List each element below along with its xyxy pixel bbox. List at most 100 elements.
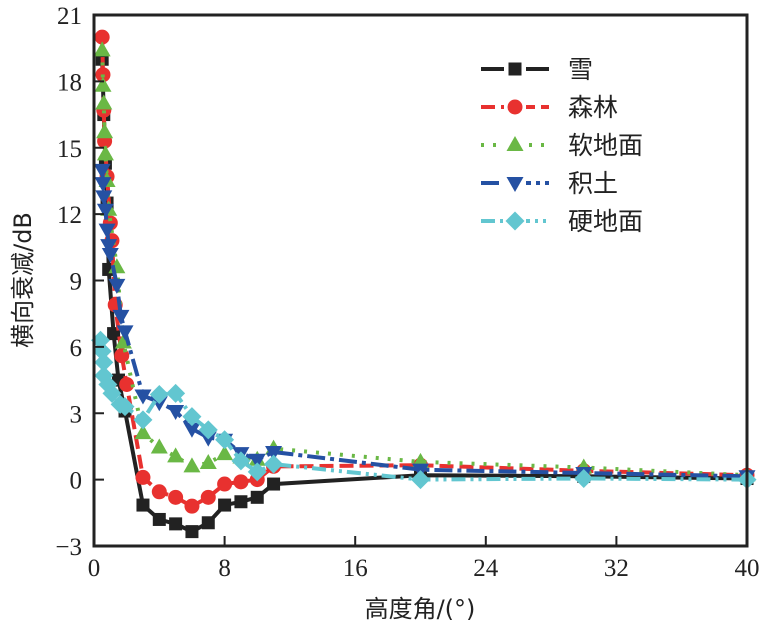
legend-marker [508,62,522,76]
series-4 [91,330,757,490]
data-point [94,177,112,193]
data-point [264,454,284,474]
legend-label: 软地面 [568,131,643,160]
data-point [149,384,169,404]
data-point [169,517,183,531]
legend-item: 软地面 [481,131,643,160]
data-point [136,498,150,512]
x-tick-label: 8 [218,555,231,582]
data-point [101,247,119,263]
legend-item: 森林 [481,93,618,122]
legend-marker [505,211,525,231]
data-point [135,469,151,485]
data-point [167,447,185,463]
data-point [151,484,167,500]
data-point [248,453,266,469]
x-tick-label: 24 [473,555,499,582]
legend-label: 硬地面 [568,207,643,236]
data-point [200,489,216,505]
data-point [185,525,199,539]
data-point [166,383,186,403]
data-point [133,410,153,430]
legend-item: 积土 [481,169,618,198]
y-tick-label: −3 [55,534,82,561]
legend-item: 雪 [481,55,593,84]
data-point [247,462,267,482]
data-point [184,498,200,514]
x-tick-label: 40 [735,555,760,582]
series-1 [94,29,755,514]
data-point [217,476,233,492]
data-point [150,438,168,454]
data-point [95,190,113,206]
legend-marker [506,136,524,151]
series-line [100,50,748,478]
series-line [100,169,748,479]
y-tick-label: 21 [57,3,82,30]
data-point [199,454,217,470]
data-point [183,422,201,438]
data-point [96,203,114,219]
data-point [250,490,264,504]
data-point [233,474,249,490]
x-tick-label: 0 [88,555,101,582]
legend-item: 硬地面 [481,207,643,236]
y-tick-label: 15 [57,136,82,163]
series-3 [93,163,756,486]
data-point [574,469,594,489]
data-point [93,41,111,57]
data-point [94,76,112,92]
y-tick-label: 0 [70,468,83,495]
data-point [198,420,218,440]
data-point [100,239,118,255]
data-point [152,512,166,526]
x-tick-label: 16 [343,555,368,582]
data-point [265,445,283,461]
data-point [102,383,122,403]
data-point [215,430,235,450]
y-tick-label: 18 [57,69,82,96]
data-point [116,325,134,341]
data-point [182,407,202,427]
y-tick-label: 12 [57,202,82,229]
legend-marker [507,99,523,115]
y-tick-label: 9 [70,269,83,296]
data-point [234,495,248,509]
y-tick-label: 6 [70,335,83,362]
legend-label: 森林 [568,93,618,122]
data-point [267,477,281,491]
data-point [134,389,152,405]
x-tick-label: 32 [604,555,629,582]
y-axis-title: 横向衰减/dB [9,212,37,348]
data-point [134,424,152,440]
y-tick-label: 3 [70,401,83,428]
data-point [411,470,430,490]
data-point [94,352,114,372]
data-point [119,376,135,392]
data-point [167,405,185,421]
data-point [98,223,116,239]
data-point [231,451,251,471]
series-layer [91,29,757,539]
x-axis-title: 高度角/(°) [365,595,476,623]
data-point [108,278,126,294]
data-point [96,145,114,161]
series-line [100,37,748,509]
data-point [115,397,135,417]
data-point [168,489,184,505]
data-point [183,457,201,473]
data-point [96,123,114,139]
data-point [216,445,234,461]
data-point [112,309,130,325]
legend-label: 雪 [568,55,593,84]
data-point [93,163,111,179]
legend-label: 积土 [568,169,618,198]
legend-marker [506,177,524,192]
data-point [218,498,232,512]
data-point [201,516,215,530]
data-point [94,29,110,45]
data-point [95,94,113,110]
